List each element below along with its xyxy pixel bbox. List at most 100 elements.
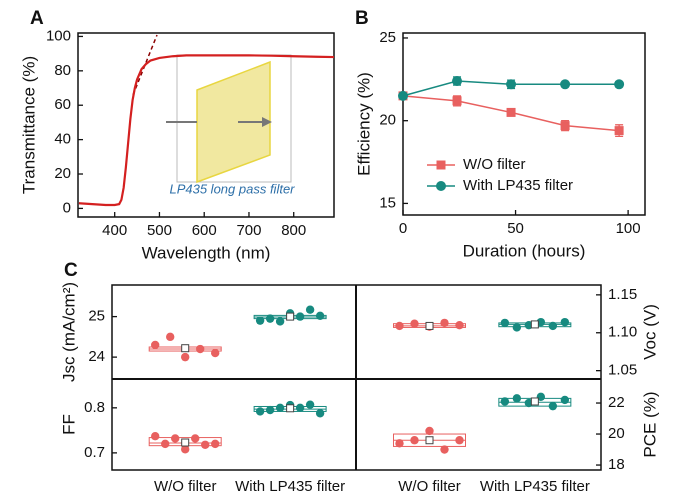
panel-label: A: [30, 8, 44, 29]
y-tick-label: 60: [54, 96, 71, 113]
filter-illustration: [196, 60, 271, 184]
y-tick-label: 22: [608, 394, 625, 411]
y-tick-label: 0.8: [84, 399, 105, 416]
y-axis-label: Voc (V): [640, 304, 659, 360]
point: [560, 121, 570, 131]
x-axis-label: Wavelength (nm): [142, 243, 271, 262]
point: [614, 126, 624, 136]
plot-frame: [402, 32, 646, 216]
x-axis-label: Duration (hours): [463, 241, 586, 260]
point: [166, 332, 175, 342]
point: [161, 439, 170, 449]
point: [452, 75, 463, 86]
legend-label: W/O filter: [463, 156, 526, 173]
point: [410, 319, 419, 328]
point: [315, 311, 325, 320]
x-tick-label: With LP435 filter: [480, 478, 590, 495]
x-tick-label: 400: [102, 222, 127, 239]
point: [201, 440, 210, 449]
transmittance-line: [78, 54, 335, 207]
point: [398, 90, 408, 101]
y-tick-label: 20: [608, 425, 625, 442]
arrow-head: [262, 117, 272, 127]
panel-label: C: [64, 260, 78, 281]
point: [452, 96, 462, 106]
point: [275, 317, 285, 326]
y-tick-label: 24: [88, 348, 105, 365]
point: [500, 397, 510, 406]
point: [512, 394, 522, 403]
panel-label: B: [355, 8, 369, 29]
point: [560, 317, 570, 327]
point: [151, 340, 160, 350]
x-tick-label: 800: [281, 222, 306, 239]
y-tick-label: 1.15: [608, 286, 637, 303]
point: [410, 436, 419, 445]
point: [295, 403, 305, 413]
point: [614, 79, 625, 90]
point: [440, 445, 449, 454]
x-tick-label: With LP435 filter: [235, 478, 345, 495]
point: [315, 409, 325, 418]
y-tick-label: 20: [54, 165, 71, 182]
point: [305, 400, 315, 409]
y-axis-label: Efficiency (%): [354, 72, 373, 176]
point: [455, 320, 464, 330]
mean: [530, 397, 539, 406]
point: [171, 434, 180, 443]
point: [196, 344, 205, 354]
y-tick-label: 1.05: [608, 362, 637, 379]
point: [265, 405, 275, 415]
y-tick-label: 15: [379, 194, 396, 211]
y-tick-label: 100: [46, 27, 71, 44]
point: [548, 321, 558, 331]
x-tick-label: W/O filter: [398, 478, 461, 495]
x-tick-label: 0: [399, 220, 407, 237]
point: [395, 439, 404, 448]
point: [305, 305, 315, 314]
y-axis-label: PCE (%): [640, 391, 659, 457]
point: [255, 407, 265, 416]
point: [211, 348, 220, 358]
mean: [181, 344, 190, 353]
point: [211, 439, 220, 449]
y-tick-label: 25: [88, 308, 105, 325]
point: [181, 445, 190, 454]
plot-frame: [77, 32, 335, 218]
point: [560, 79, 571, 90]
mean: [425, 436, 434, 445]
y-tick-label: 40: [54, 131, 71, 148]
y-tick-label: 25: [379, 29, 396, 46]
y-tick-label: 20: [379, 112, 396, 129]
point: [506, 107, 516, 117]
legend-label: With LP435 filter: [463, 177, 573, 194]
x-tick-label: W/O filter: [154, 478, 217, 495]
point: [455, 436, 464, 445]
point: [295, 312, 305, 321]
x-tick-label: 700: [236, 222, 261, 239]
point: [500, 318, 510, 328]
y-axis-label: Jsc (mA/cm²): [59, 282, 78, 382]
x-tick-label: 600: [192, 222, 217, 239]
legend-marker: [436, 181, 446, 191]
y-tick-label: 18: [608, 456, 625, 473]
y-tick-label: 1.10: [608, 324, 637, 341]
point: [265, 314, 275, 323]
edge-tangent: [132, 34, 158, 96]
mean: [425, 321, 434, 330]
mean: [181, 438, 190, 447]
point: [548, 401, 558, 411]
x-tick-label: 500: [147, 222, 172, 239]
x-tick-label: 50: [507, 220, 524, 237]
point: [395, 321, 404, 331]
point: [275, 403, 285, 413]
y-axis-label: FF: [59, 414, 78, 435]
y-tick-label: 0: [63, 199, 71, 216]
point: [506, 79, 517, 90]
point: [181, 352, 190, 362]
point: [151, 432, 160, 441]
point: [191, 434, 200, 443]
y-axis-label: Transmittance (%): [19, 56, 38, 194]
point: [255, 316, 265, 325]
